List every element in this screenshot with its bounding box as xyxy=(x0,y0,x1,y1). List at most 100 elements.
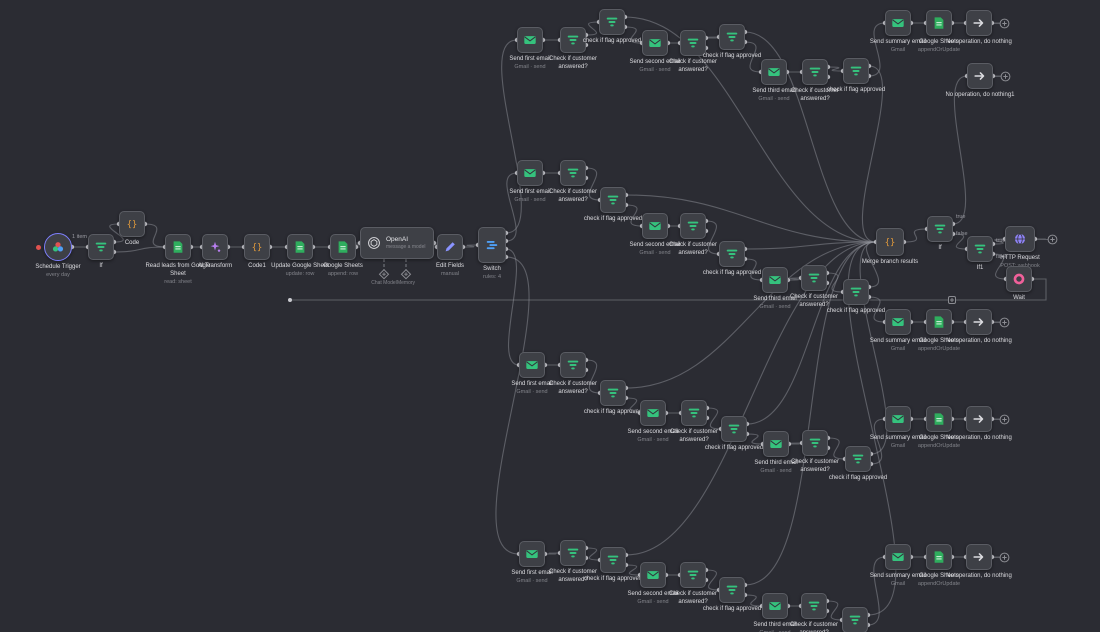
check-flag-approved-d2[interactable] xyxy=(719,577,745,603)
sheets-log-3[interactable] xyxy=(926,406,952,432)
check-answered-b3[interactable] xyxy=(801,265,827,291)
code-node[interactable]: {} xyxy=(119,211,145,237)
ai-transform-node[interactable] xyxy=(202,234,228,260)
ai-connector-chat-model[interactable] xyxy=(378,259,390,280)
check-flag-approved-d1[interactable] xyxy=(600,547,626,573)
sheets-log-4[interactable] xyxy=(926,544,952,570)
add-node-endpoint-1b[interactable] xyxy=(1000,71,1011,82)
braces-icon: {} xyxy=(125,217,139,231)
funnel-icon xyxy=(566,166,580,180)
rail-plus-marker[interactable] xyxy=(948,296,956,304)
code1-node[interactable]: {} xyxy=(244,234,270,260)
send-second-email-b[interactable] xyxy=(642,213,668,239)
envelope-icon xyxy=(523,33,537,47)
noop-3[interactable] xyxy=(966,406,992,432)
check-answered-a3[interactable] xyxy=(802,59,828,85)
send-first-email-a[interactable] xyxy=(517,27,543,53)
sheets-log-2[interactable] xyxy=(926,309,952,335)
send-second-email-d[interactable] xyxy=(640,562,666,588)
check-flag-approved-c1[interactable] xyxy=(600,380,626,406)
add-node-endpoint-2[interactable] xyxy=(999,317,1010,328)
check-answered-d3[interactable] xyxy=(801,593,827,619)
send-third-email-d[interactable] xyxy=(762,593,788,619)
send-third-email-c[interactable] xyxy=(763,431,789,457)
if-main-node[interactable] xyxy=(927,216,953,242)
file-icon xyxy=(932,16,946,30)
check-answered-b1[interactable] xyxy=(560,160,586,186)
file-icon xyxy=(293,240,307,254)
check-answered-b2[interactable] xyxy=(680,213,706,239)
orbs-icon xyxy=(51,240,65,254)
openai-node[interactable]: OpenAI message a model xyxy=(360,227,434,259)
noop-2[interactable] xyxy=(966,309,992,335)
arrow-icon xyxy=(972,412,986,426)
add-node-endpoint-4[interactable] xyxy=(999,552,1010,563)
check-answered-d1[interactable] xyxy=(560,540,586,566)
read-sheet-node[interactable] xyxy=(165,234,191,260)
funnel-icon xyxy=(686,219,700,233)
add-node-endpoint-http[interactable] xyxy=(1047,234,1058,245)
send-first-email-c[interactable] xyxy=(519,352,545,378)
wait-node[interactable] xyxy=(1006,266,1032,292)
send-summary-email-4[interactable] xyxy=(885,544,911,570)
check-answered-d2[interactable] xyxy=(680,562,706,588)
merge-results-node[interactable]: {} xyxy=(876,228,904,256)
if-secondary-node[interactable] xyxy=(967,236,993,262)
connection-wire xyxy=(867,556,886,626)
ai-connector-memory[interactable] xyxy=(400,259,412,280)
send-summary-email-3[interactable] xyxy=(885,406,911,432)
check-flag-approved-a2[interactable] xyxy=(719,24,745,50)
connection-wire xyxy=(744,31,877,243)
check-flag-approved-a3[interactable] xyxy=(843,58,869,84)
edit-fields-node[interactable] xyxy=(437,234,463,260)
check-answered-c1[interactable] xyxy=(560,352,586,378)
connection-wire xyxy=(505,248,520,366)
envelope-icon xyxy=(646,568,660,582)
sheets-log-1[interactable] xyxy=(926,10,952,36)
check-flag-approved-a1[interactable] xyxy=(599,9,625,35)
add-node-endpoint-3[interactable] xyxy=(999,414,1010,425)
send-second-email-a[interactable] xyxy=(642,30,668,56)
connection-wire xyxy=(501,39,522,234)
schedule-trigger-node[interactable] xyxy=(44,233,72,261)
add-node-endpoint-1[interactable] xyxy=(999,18,1010,29)
noop-1[interactable] xyxy=(966,10,992,36)
noop-4[interactable] xyxy=(966,544,992,570)
check-flag-approved-b2[interactable] xyxy=(719,241,745,267)
file-icon xyxy=(932,315,946,329)
switch-node[interactable] xyxy=(478,227,506,263)
send-summary-email-2[interactable] xyxy=(885,309,911,335)
send-third-email-b[interactable] xyxy=(762,267,788,293)
update-sheet-node[interactable] xyxy=(287,234,313,260)
send-first-email-b[interactable] xyxy=(517,160,543,186)
if-start-node[interactable] xyxy=(88,234,114,260)
file-icon xyxy=(336,240,350,254)
connection-wire xyxy=(826,272,844,293)
check-flag-approved-b1[interactable] xyxy=(600,187,626,213)
connection-wire xyxy=(992,238,1006,245)
send-summary-email-1[interactable] xyxy=(885,10,911,36)
check-answered-a2[interactable] xyxy=(680,30,706,56)
connection-wire xyxy=(859,241,888,455)
check-answered-a1[interactable] xyxy=(560,27,586,53)
check-flag-approved-b3[interactable] xyxy=(843,279,869,305)
send-second-email-c[interactable] xyxy=(640,400,666,426)
check-flag-approved-c3[interactable] xyxy=(845,446,871,472)
check-answered-c3[interactable] xyxy=(802,430,828,456)
envelope-icon xyxy=(891,550,905,564)
http-request-node[interactable] xyxy=(1005,226,1035,252)
append-sheet-node[interactable] xyxy=(330,234,356,260)
connection-wire xyxy=(625,241,877,389)
connection-wire xyxy=(826,600,843,621)
envelope-icon xyxy=(648,219,662,233)
noop-lone[interactable] xyxy=(967,63,993,89)
check-flag-approved-d3[interactable] xyxy=(842,607,868,632)
check-flag-approved-c2[interactable] xyxy=(721,416,747,442)
check-answered-c2[interactable] xyxy=(681,400,707,426)
funnel-icon xyxy=(94,240,108,254)
send-third-email-a[interactable] xyxy=(761,59,787,85)
file-icon xyxy=(932,412,946,426)
send-first-email-d[interactable] xyxy=(519,541,545,567)
connection-wire xyxy=(625,194,877,243)
